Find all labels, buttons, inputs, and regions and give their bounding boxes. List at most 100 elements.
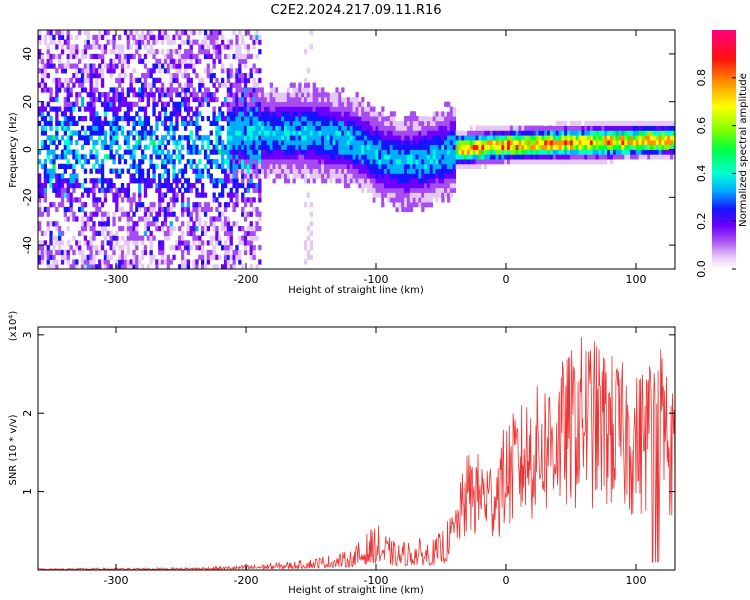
spectrogram-cell — [406, 144, 411, 150]
spectrogram-cell — [118, 53, 122, 60]
spectrogram-cell — [92, 106, 96, 112]
spectrogram-cell — [143, 226, 148, 232]
spectrogram-cell — [329, 106, 333, 112]
spectrogram-cell — [275, 111, 279, 117]
spectrogram-cell — [129, 202, 133, 208]
spectrogram-cell — [435, 192, 439, 198]
spectrogram-cell — [229, 106, 233, 112]
spectrogram-cell — [624, 154, 628, 160]
spectrogram-cell — [292, 130, 296, 136]
spectrogram-cell — [452, 116, 456, 122]
spectrogram-cell — [438, 149, 442, 155]
spectrogram-cell — [386, 173, 391, 179]
spectrogram-cell — [146, 96, 150, 103]
spectrogram-cell — [304, 154, 308, 160]
spectrogram-cell — [206, 73, 210, 79]
spectrogram-cell — [175, 101, 179, 107]
spectrogram-cell — [341, 87, 345, 93]
spectrogram-cell — [223, 53, 228, 60]
spectrogram-cell — [241, 226, 245, 232]
spectrogram-cell — [304, 96, 308, 103]
spectrogram-cell — [161, 82, 165, 88]
spectrogram-cell — [235, 168, 239, 174]
spectrogram-cell — [364, 178, 368, 184]
spectrogram-cell — [272, 96, 276, 103]
spectrogram-cell — [444, 168, 448, 174]
spectrogram-cell — [60, 240, 65, 246]
spectrogram-cell — [252, 92, 256, 98]
spectrogram-cell — [289, 144, 293, 150]
spectrogram-cell — [189, 39, 193, 45]
spectrogram-cell — [507, 135, 511, 141]
spectrogram-cell — [604, 149, 608, 155]
spectrogram-cell — [95, 87, 99, 93]
spectrogram-cell — [218, 149, 222, 155]
spectrogram-cell — [100, 173, 105, 179]
spectrogram-cell — [201, 96, 205, 103]
x-tick-label: -100 — [364, 273, 389, 286]
spectrogram-cell — [152, 254, 156, 260]
spectrogram-cell — [198, 173, 202, 179]
spectrogram-cell — [95, 125, 99, 131]
spectrogram-cell — [192, 30, 196, 36]
spectrogram-cell — [278, 87, 282, 93]
spectrogram-cell — [141, 34, 145, 40]
spectrogram-cell — [252, 130, 256, 136]
spectrogram-cell — [152, 77, 156, 83]
spectrogram-cell — [100, 77, 105, 83]
spectrogram-cell — [109, 101, 113, 107]
spectrogram-cell — [209, 206, 213, 213]
spectrogram-cell — [178, 53, 182, 60]
spectrogram-cell — [118, 226, 122, 232]
spectrogram-cell — [226, 254, 231, 260]
spectrogram-cell — [100, 44, 105, 50]
spectrogram-cell — [212, 178, 216, 184]
spectrogram-cell — [69, 202, 73, 208]
spectrogram-cell — [55, 77, 59, 83]
spectrogram-cell — [301, 96, 305, 103]
spectrogram-cell — [86, 63, 90, 69]
spectrogram-cell — [178, 58, 182, 64]
spectrogram-cell — [198, 221, 202, 227]
spectrogram-cell — [92, 197, 96, 203]
spectrogram-cell — [55, 187, 59, 193]
spectrogram-cell — [621, 144, 625, 150]
spectrogram-cell — [252, 101, 256, 107]
spectrogram-cell — [289, 135, 293, 141]
spectrogram-cell — [549, 125, 554, 131]
spectrogram-cell — [109, 106, 113, 112]
spectrogram-cell — [120, 187, 125, 193]
spectrogram-cell — [598, 130, 602, 136]
spectrogram-cell — [215, 135, 219, 141]
spectrogram-cell — [447, 163, 451, 169]
spectrogram-cell — [72, 235, 76, 241]
spectrogram-cell — [627, 154, 631, 160]
spectrogram-cell — [241, 211, 245, 217]
spectrogram-cell — [492, 144, 496, 150]
spectrogram-cell — [38, 30, 42, 36]
spectrogram-cell — [115, 259, 119, 265]
spectrogram-cell — [143, 230, 148, 236]
spectrogram-cell — [607, 120, 611, 126]
spectrogram-cell — [226, 44, 231, 50]
spectrogram-cell — [95, 168, 99, 174]
spectrogram-cell — [75, 130, 79, 136]
spectrogram-cell — [246, 226, 251, 232]
spectrogram-cell — [43, 120, 47, 126]
spectrogram-cell — [386, 163, 391, 169]
spectrogram-cell — [183, 30, 188, 36]
spectrogram-cell — [564, 144, 568, 150]
spectrogram-cell — [49, 240, 53, 246]
spectrogram-cell — [100, 202, 105, 208]
spectrogram-cell — [638, 135, 642, 141]
y-tick-label: -20 — [21, 188, 34, 206]
spectrogram-cell — [86, 259, 90, 265]
spectrogram-cell — [263, 87, 268, 93]
spectrogram-cell — [80, 259, 85, 265]
spectrogram-cell — [112, 96, 116, 103]
spectrogram-cell — [406, 125, 411, 131]
spectrogram-cell — [49, 96, 53, 103]
spectrogram-cell — [404, 173, 408, 179]
x-tick-label: -200 — [234, 574, 259, 587]
spectrogram-cell — [295, 96, 299, 103]
